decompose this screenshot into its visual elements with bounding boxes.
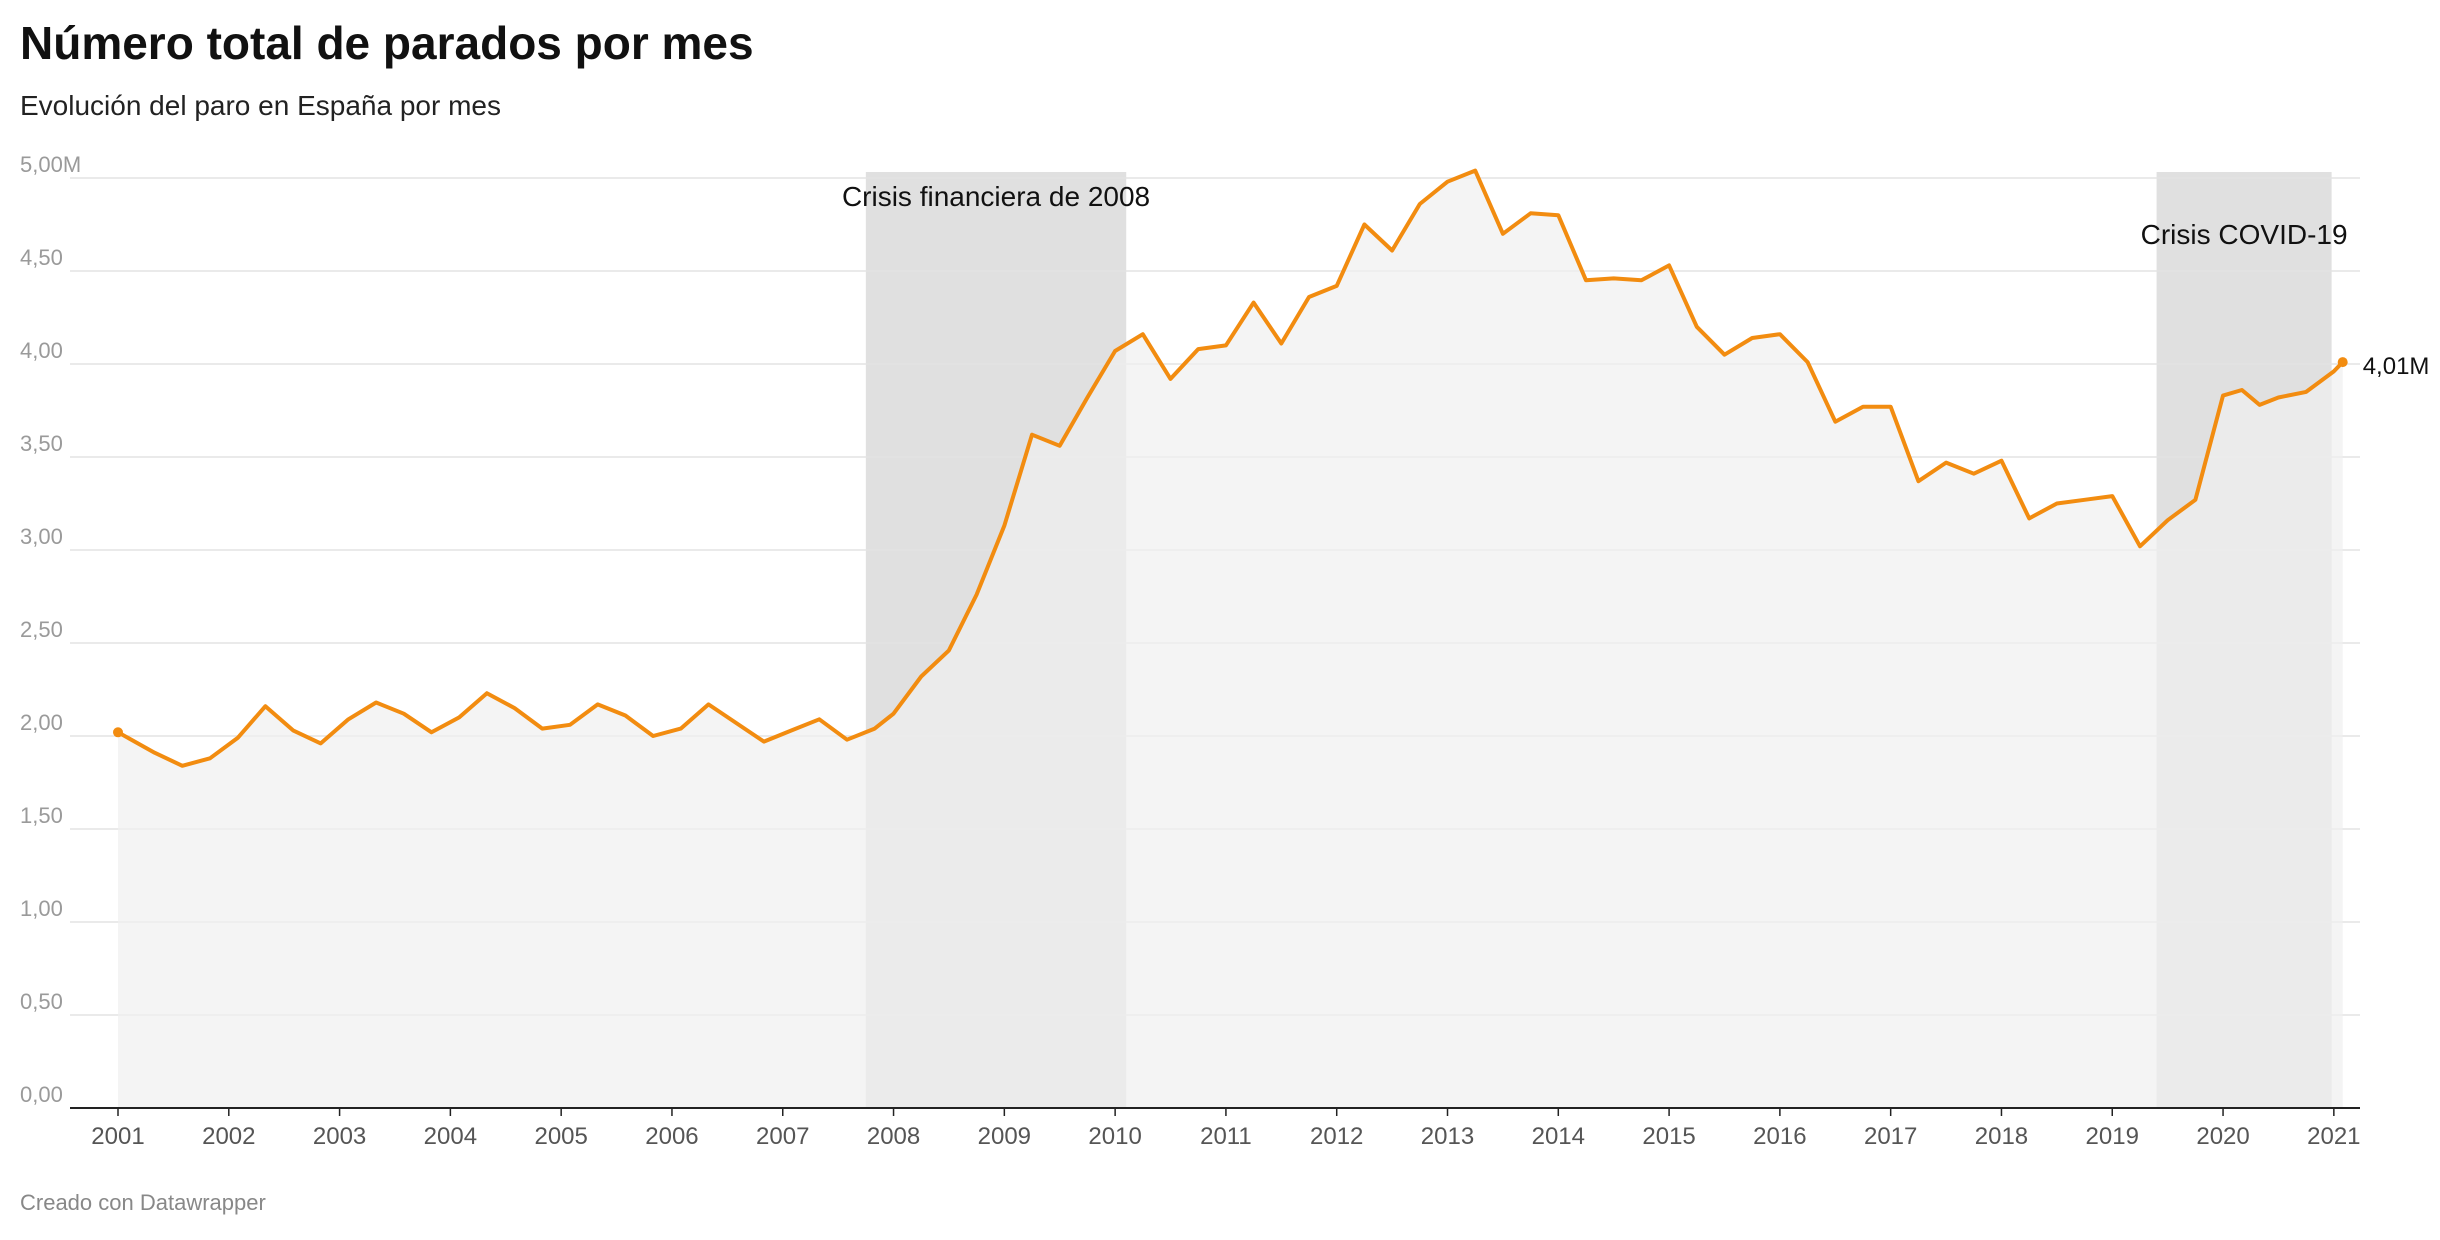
start-point-marker xyxy=(113,727,123,738)
x-tick-label-14: 2015 xyxy=(1642,1123,1695,1150)
x-tick-label-17: 2018 xyxy=(1975,1123,2028,1150)
x-tick-label-8: 2009 xyxy=(978,1123,1031,1150)
y-tick-label-4: 2,00 xyxy=(20,710,63,735)
y-tick-label-1: 0,50 xyxy=(20,989,63,1014)
x-tick-label-13: 2014 xyxy=(1532,1123,1585,1150)
y-tick-label-2: 1,00 xyxy=(20,896,63,921)
x-tick-label-10: 2011 xyxy=(1200,1123,1252,1150)
x-tick-label-3: 2004 xyxy=(424,1123,477,1150)
x-tick-label-18: 2019 xyxy=(2086,1123,2139,1150)
x-tick-label-5: 2006 xyxy=(645,1123,698,1150)
unemployment-line xyxy=(117,168,2345,768)
x-tick-label-15: 2016 xyxy=(1753,1123,1806,1150)
x-tick-label-11: 2012 xyxy=(1310,1123,1363,1150)
y-tick-label-5: 2,50 xyxy=(20,617,63,642)
end-point-marker xyxy=(2337,357,2348,368)
x-tick-label-0: 2001 xyxy=(91,1123,144,1150)
y-tick-label-3: 1,50 xyxy=(20,803,63,828)
end-value-label: 4,01M xyxy=(2363,353,2430,380)
x-tick-label-4: 2005 xyxy=(534,1123,587,1150)
y-tick-label-7: 3,50 xyxy=(20,431,63,456)
x-tick-label-7: 2008 xyxy=(867,1123,920,1150)
x-tick-label-6: 2007 xyxy=(756,1123,809,1150)
crisis-annotations: Crisis financiera de 2008 Crisis COVID-19 xyxy=(842,181,2348,250)
crisis-annotation-0: Crisis financiera de 2008 xyxy=(842,181,1150,212)
y-tick-label-8: 4,00 xyxy=(20,338,63,363)
y-axis-ticks: 0,00 0,50 1,00 1,50 2,00 2,50 3,00 3,50 4,00 4,50… xyxy=(20,152,81,1107)
chart-subtitle: Evolución del paro en España por mes xyxy=(20,90,501,121)
x-tick-label-9: 2010 xyxy=(1088,1123,1141,1150)
x-axis-ticks: 2001 2002 2003 2004 2005 2006 2007 2008 2009 2010… xyxy=(91,1108,2361,1150)
y-tick-label-6: 3,00 xyxy=(20,524,63,549)
chart-title: Número total de parados por mes xyxy=(20,17,754,69)
x-tick-label-19: 2020 xyxy=(2196,1123,2249,1150)
x-tick-label-1: 2002 xyxy=(202,1123,255,1150)
credit-footer: Creado con Datawrapper xyxy=(20,1190,266,1215)
y-tick-label-0: 0,00 xyxy=(20,1082,63,1107)
x-tick-label-12: 2013 xyxy=(1421,1123,1474,1150)
x-tick-label-20: 2021 xyxy=(2307,1123,2360,1150)
x-tick-label-16: 2017 xyxy=(1864,1123,1917,1150)
x-tick-label-2: 2003 xyxy=(313,1123,366,1150)
unemployment-area xyxy=(118,170,2343,1109)
y-tick-label-9: 4,50 xyxy=(20,245,63,270)
y-tick-label-10: 5,00M xyxy=(20,152,81,177)
crisis-annotation-1: Crisis COVID-19 xyxy=(2141,219,2348,250)
